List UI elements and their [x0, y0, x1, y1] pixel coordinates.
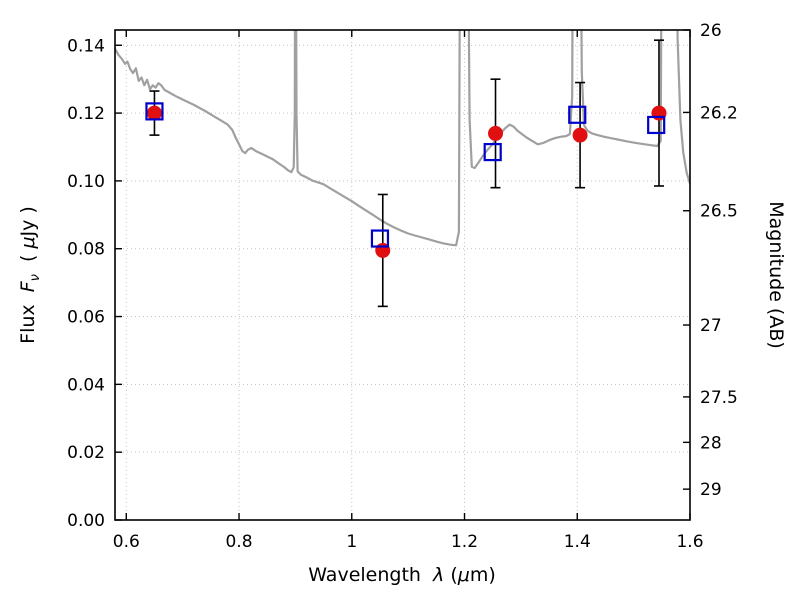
observed-photometry-point — [572, 127, 588, 143]
y2-tick-label: 27.5 — [700, 388, 738, 408]
x-tick-label: 1 — [346, 532, 357, 552]
x-axis-title: Wavelength λ (μm) — [308, 564, 496, 586]
y2-tick-label: 28 — [700, 433, 722, 453]
model-photometry-point — [145, 102, 164, 121]
y2-axis-title: Magnitude (AB) — [765, 201, 787, 349]
spectrum-line — [115, 30, 690, 247]
x-axis-title-word: Wavelength — [308, 564, 433, 586]
model-photometry-point — [483, 142, 502, 162]
plot-border — [114, 29, 691, 521]
nu-subscript: ν — [28, 274, 43, 281]
y-tick-label: 0.14 — [67, 36, 105, 56]
y-tick-label: 0.10 — [67, 172, 105, 192]
mu-symbol: μ — [17, 236, 39, 249]
tick-labels: 0.6 0.8 1 1.2 1.4 1.6 0.00 0.02 0.04 0.06 0.08 0.10… — [67, 21, 738, 552]
y-tick-label: 0.04 — [67, 375, 105, 395]
y2-tick-label: 26.5 — [700, 202, 738, 222]
x-tick-label: 1.6 — [676, 532, 703, 552]
x-tick-label: 0.6 — [113, 532, 140, 552]
x-tick-label: 0.8 — [225, 532, 252, 552]
model-photometry-point — [647, 115, 666, 135]
mu-symbol: μ — [457, 564, 470, 586]
y2-tick-label: 26 — [700, 21, 722, 41]
axis-ticks — [115, 29, 691, 521]
y2-tick-label: 26.2 — [700, 103, 738, 123]
x-tick-label: 1.2 — [451, 532, 478, 552]
y-tick-label: 0.02 — [67, 443, 105, 463]
y-tick-label: 0.08 — [67, 240, 105, 260]
model-photometry-point — [370, 229, 390, 248]
observed-photometry-point — [488, 125, 504, 141]
observed-photometry-point — [146, 105, 162, 121]
y-axis-title-word: Flux — [17, 292, 39, 344]
lambda-symbol: λ — [432, 564, 444, 586]
y-axis-title: Flux Fν ( μJy ) — [17, 206, 43, 344]
y2-tick-label: 29 — [700, 480, 722, 500]
x-tick-label: 1.4 — [564, 532, 591, 552]
plot-frame — [114, 29, 691, 521]
flux-symbol: F — [17, 280, 39, 292]
model-photometry-point — [568, 105, 587, 124]
y2-tick-label: 27 — [700, 316, 722, 336]
data-series — [115, 30, 690, 308]
y-tick-label: 0.12 — [67, 104, 105, 124]
y-tick-label: 0.06 — [67, 308, 105, 328]
y-tick-label: 0.00 — [67, 511, 105, 531]
